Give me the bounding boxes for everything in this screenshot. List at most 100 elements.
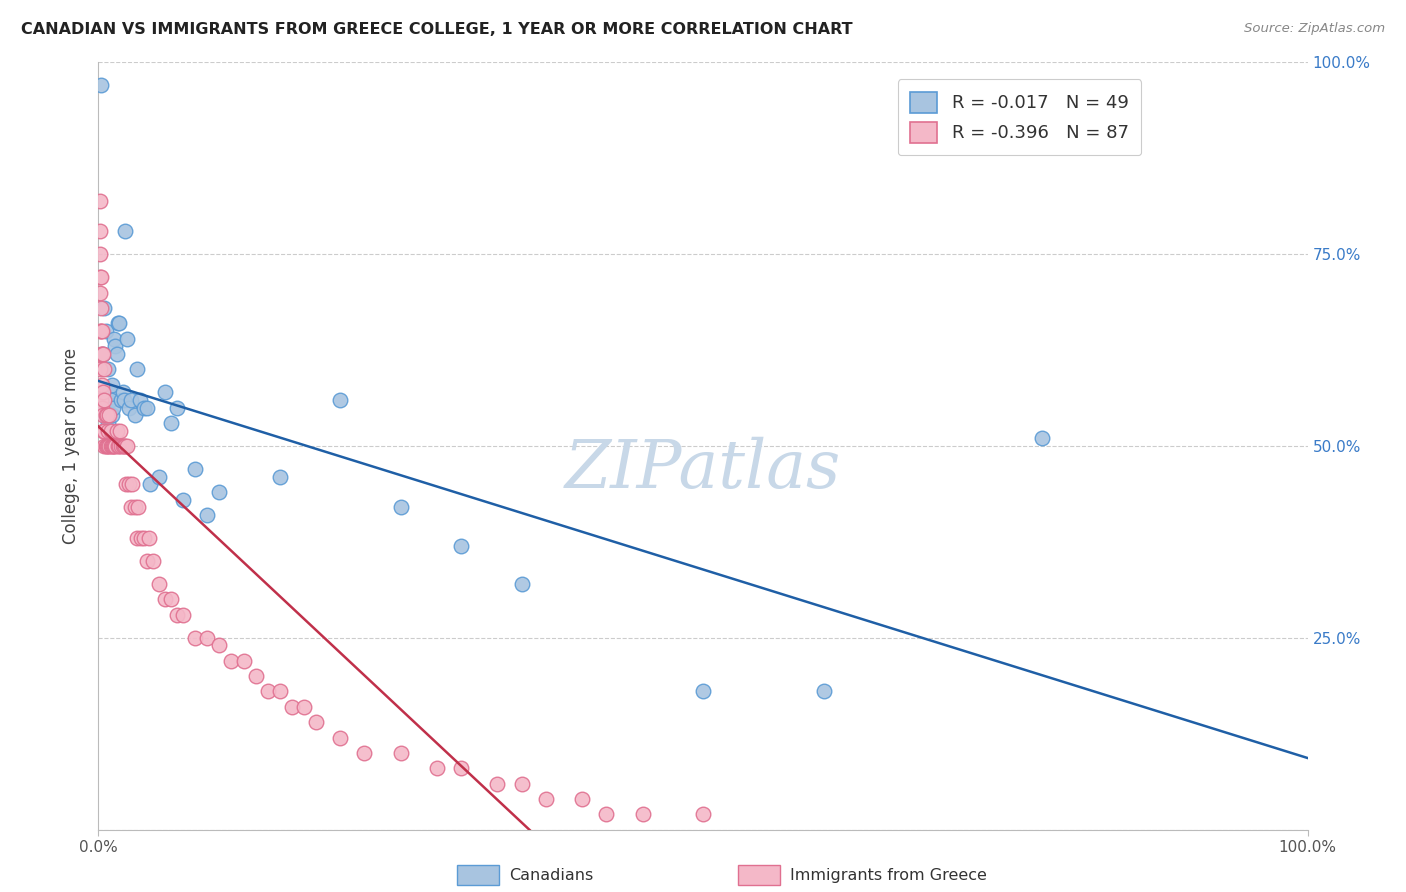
Point <box>100 439 122 453</box>
Point <box>329 731 352 745</box>
Point <box>389 746 412 760</box>
Point <box>510 776 533 790</box>
Point <box>100 424 122 438</box>
Point <box>115 477 138 491</box>
Point <box>91 347 114 361</box>
Point <box>813 684 835 698</box>
Point <box>91 385 114 400</box>
Point <box>100 424 122 438</box>
Point <box>124 409 146 423</box>
Point <box>114 224 136 238</box>
Point <box>139 477 162 491</box>
Point <box>269 684 291 698</box>
Point <box>117 439 139 453</box>
Point <box>96 409 118 423</box>
Point <box>153 592 176 607</box>
Point <box>91 347 114 361</box>
Point <box>94 409 117 423</box>
Point <box>89 324 111 338</box>
Point <box>329 392 352 407</box>
Point <box>269 469 291 483</box>
Point <box>281 699 304 714</box>
Point <box>108 316 131 330</box>
Point <box>245 669 267 683</box>
Point <box>90 324 112 338</box>
Point <box>104 439 127 453</box>
Text: Canadians: Canadians <box>509 868 593 882</box>
Point <box>184 631 207 645</box>
Point <box>89 285 111 300</box>
Point <box>138 531 160 545</box>
Y-axis label: College, 1 year or more: College, 1 year or more <box>62 348 80 544</box>
Point <box>112 392 135 407</box>
Point <box>134 531 156 545</box>
Point <box>184 462 207 476</box>
Point <box>89 224 111 238</box>
Point <box>90 270 112 285</box>
Point <box>91 401 114 415</box>
Point <box>97 416 120 430</box>
Point <box>128 392 150 407</box>
Point <box>510 577 533 591</box>
Point <box>631 807 654 822</box>
Point <box>120 392 142 407</box>
Point <box>101 401 124 415</box>
Point <box>91 424 114 438</box>
Point <box>534 792 557 806</box>
Point <box>121 477 143 491</box>
Point <box>96 392 118 407</box>
Point <box>118 401 141 415</box>
Point <box>107 439 129 453</box>
Point <box>107 316 129 330</box>
Point <box>100 392 122 407</box>
Point <box>117 332 139 346</box>
Point <box>256 684 278 698</box>
Point <box>89 362 111 376</box>
Point <box>100 409 122 423</box>
Point <box>100 439 122 453</box>
Point <box>426 761 449 775</box>
Point <box>292 699 315 714</box>
Point <box>166 607 188 622</box>
Point <box>100 377 122 392</box>
Point <box>89 194 111 208</box>
Point <box>118 477 141 491</box>
Text: Source: ZipAtlas.com: Source: ZipAtlas.com <box>1244 22 1385 36</box>
Point <box>195 508 218 522</box>
Point <box>127 531 149 545</box>
Point <box>124 500 146 515</box>
Point <box>208 639 231 653</box>
Point <box>96 439 118 453</box>
Point <box>110 439 132 453</box>
Point <box>571 792 593 806</box>
Point <box>114 439 136 453</box>
Point <box>195 631 218 645</box>
Point <box>94 439 117 453</box>
Point <box>135 401 157 415</box>
Point <box>90 301 112 315</box>
Point <box>89 270 111 285</box>
Point <box>129 531 152 545</box>
Point <box>97 362 120 376</box>
Legend: R = -0.017   N = 49, R = -0.396   N = 87: R = -0.017 N = 49, R = -0.396 N = 87 <box>897 79 1142 155</box>
Point <box>98 409 121 423</box>
Point <box>93 424 115 438</box>
Point <box>1031 431 1053 445</box>
Point <box>105 347 128 361</box>
Point <box>221 654 243 668</box>
Point <box>93 301 115 315</box>
Point <box>97 424 120 438</box>
Point <box>110 392 132 407</box>
Point <box>93 392 115 407</box>
Point <box>134 401 156 415</box>
Point <box>166 401 188 415</box>
Point <box>595 807 617 822</box>
Point <box>450 539 472 553</box>
Point <box>103 332 125 346</box>
Point <box>89 247 111 261</box>
Point <box>90 347 112 361</box>
Point <box>98 385 121 400</box>
Point <box>692 807 714 822</box>
Point <box>91 347 114 361</box>
Point <box>305 715 328 730</box>
